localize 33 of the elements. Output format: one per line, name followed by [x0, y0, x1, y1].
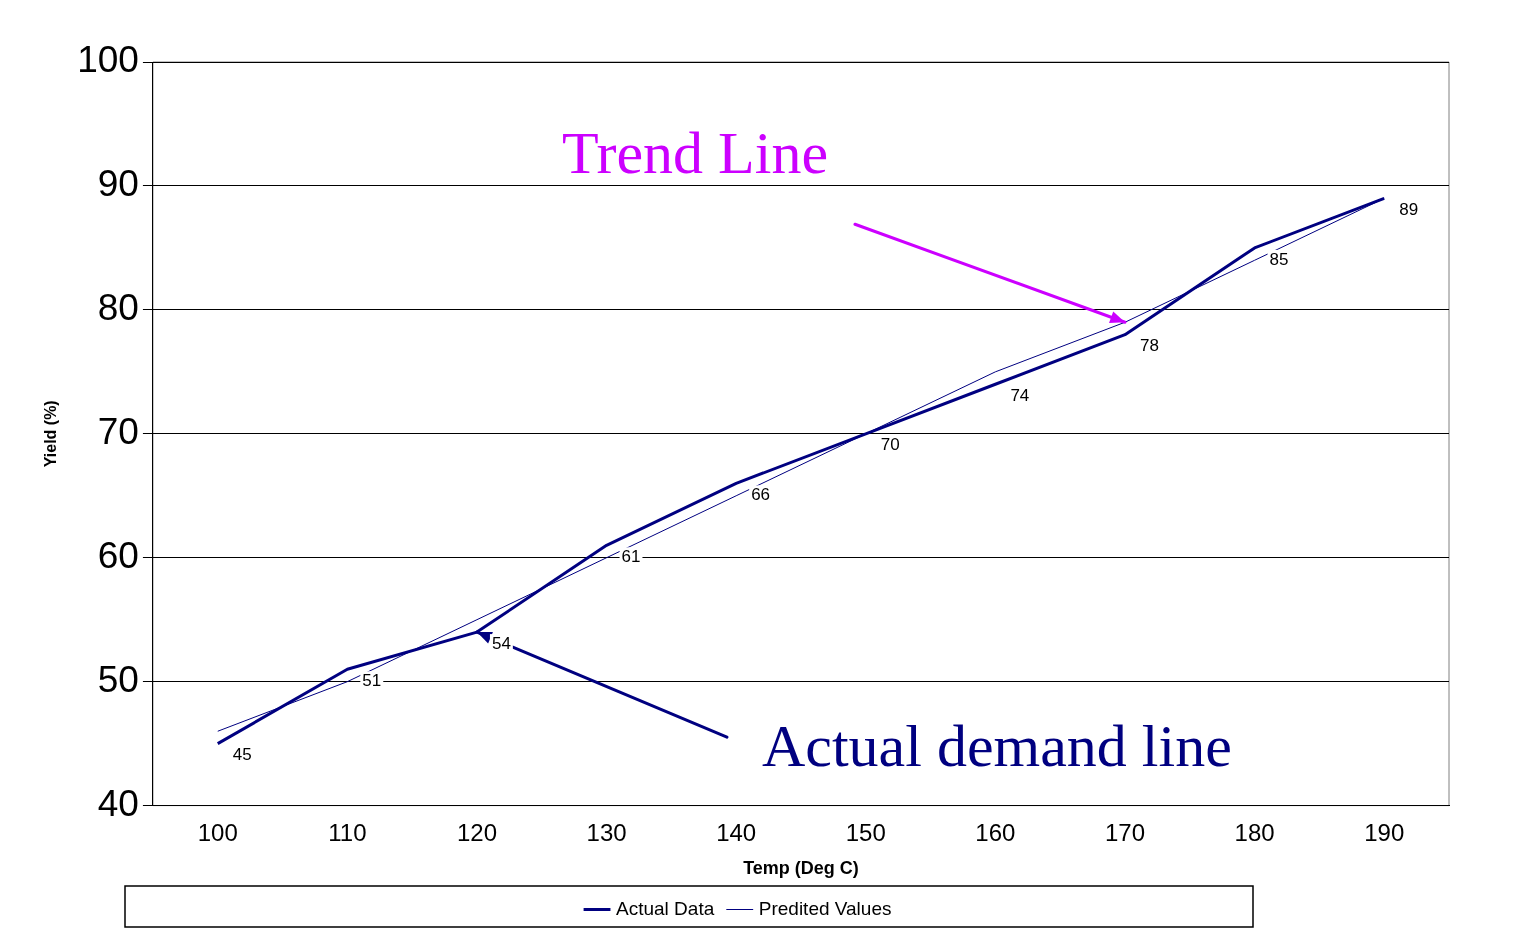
data-label: 61 — [621, 547, 641, 567]
data-label: 89 — [1399, 200, 1419, 220]
data-label: 66 — [751, 485, 771, 505]
annotation: Actual demand line — [761, 712, 1232, 779]
x-tick-label: 140 — [716, 818, 757, 846]
x-tick-label: 110 — [328, 818, 367, 846]
y-tick-label: 50 — [97, 658, 139, 700]
y-tick-label: 90 — [97, 163, 139, 205]
data-label: 70 — [880, 435, 900, 455]
y-tick-label: 100 — [77, 39, 139, 81]
y-tick-label: 70 — [97, 411, 139, 452]
data-label: 78 — [1139, 336, 1159, 356]
x-tick-label: 160 — [975, 818, 1016, 846]
y-tick-label: 40 — [97, 782, 139, 824]
x-tick-label: 190 — [1364, 818, 1405, 846]
y-tick-label: 60 — [97, 534, 139, 576]
data-label: 74 — [1010, 385, 1030, 405]
x-tick-label: 100 — [197, 818, 238, 846]
data-label: 54 — [491, 633, 511, 653]
x-tick-label: 180 — [1234, 818, 1275, 846]
x-tick-label: 170 — [1104, 818, 1146, 846]
data-label: 51 — [362, 670, 382, 690]
x-axis-title: Temp (Deg C) — [743, 858, 859, 879]
legend-label: Actual Data — [616, 897, 715, 919]
annotation: Trend Line — [561, 120, 829, 187]
y-tick-label: 80 — [97, 287, 139, 329]
x-tick-label: 120 — [456, 818, 497, 846]
y-axis-title: Yield (%) — [42, 400, 60, 468]
data-label: 45 — [232, 745, 252, 765]
legend-label: Predited Values — [758, 897, 892, 919]
x-tick-label: 130 — [586, 818, 627, 846]
data-label: 85 — [1269, 249, 1289, 269]
x-tick-label: 150 — [845, 818, 886, 846]
